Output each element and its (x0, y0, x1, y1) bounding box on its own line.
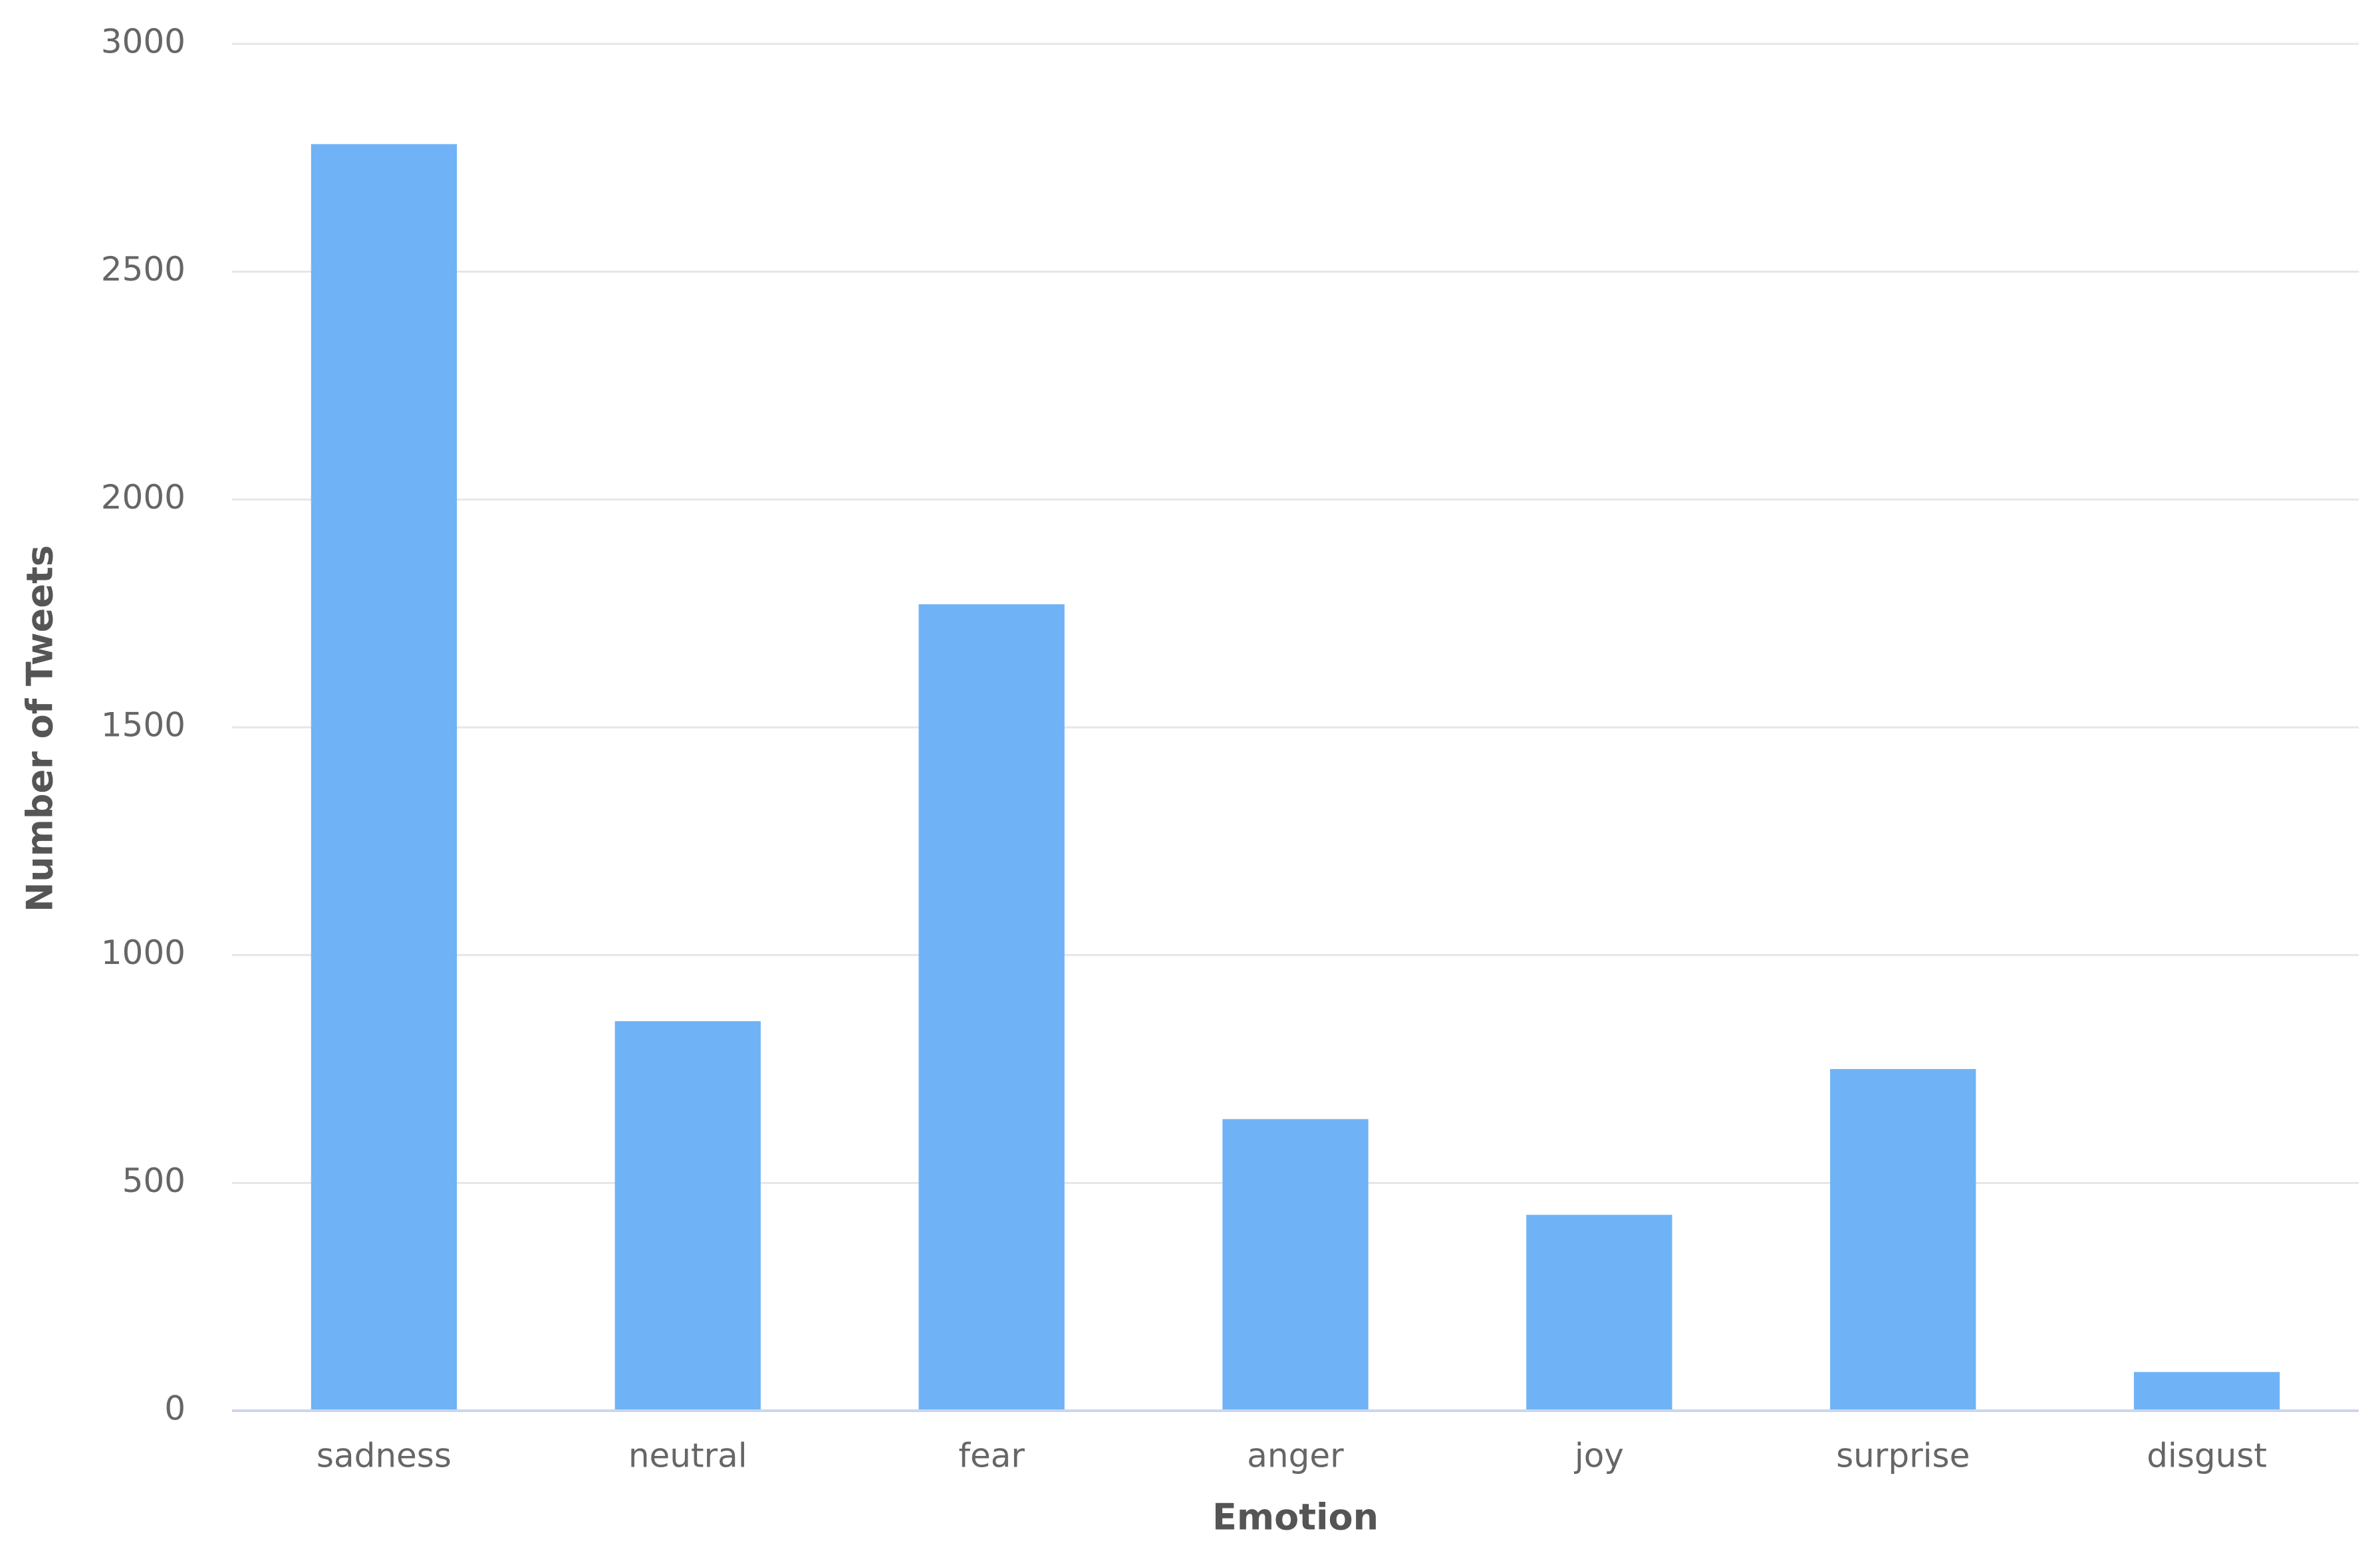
y-tick-label: 0 (164, 1389, 186, 1428)
bar (918, 604, 1065, 1411)
y-axis-title: Number of Tweets (19, 545, 61, 912)
x-tick-label: joy (1574, 1437, 1624, 1475)
y-tick-label: 3000 (101, 23, 186, 61)
bar (1222, 1119, 1369, 1411)
y-tick-label: 500 (122, 1161, 186, 1200)
x-axis-title: Emotion (1212, 1496, 1379, 1538)
bar (1830, 1069, 1976, 1411)
x-tick-label: neutral (628, 1437, 747, 1475)
bar (2133, 1372, 2280, 1411)
y-tick-label: 1000 (101, 933, 186, 972)
x-tick-label: sadness (317, 1437, 452, 1475)
x-tick-label: fear (958, 1437, 1025, 1475)
y-tick-label: 2500 (101, 250, 186, 289)
x-tick-label: anger (1247, 1437, 1344, 1475)
x-tick-label: disgust (2147, 1437, 2267, 1475)
x-tick-label: surprise (1836, 1437, 1970, 1475)
bar (1526, 1215, 1672, 1411)
y-tick-label: 2000 (101, 478, 186, 517)
y-tick-label: 1500 (101, 706, 186, 745)
bar (614, 1021, 761, 1411)
bar (311, 144, 458, 1411)
